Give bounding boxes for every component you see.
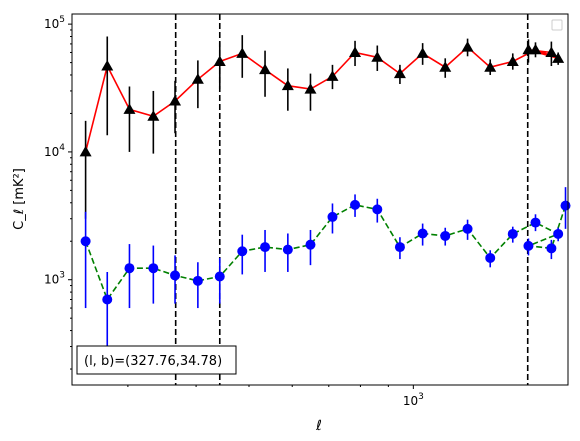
series-0-marker-16 <box>439 61 452 72</box>
coordinate-annotation: (l, b)=(327.76,34.78) <box>84 354 222 369</box>
axes-frame <box>71 13 569 386</box>
series-0-marker-21 <box>552 52 565 63</box>
series-1-marker-24 <box>560 200 571 211</box>
series-0-marker-17 <box>461 41 474 52</box>
series-1-marker-12 <box>350 199 361 210</box>
series-1-marker-22 <box>523 240 534 251</box>
series-1-marker-21 <box>553 228 564 239</box>
series-1-marker-11 <box>327 211 338 222</box>
series-0-marker-22 <box>522 43 535 55</box>
series-1-marker-0 <box>80 236 91 247</box>
series-1-marker-2 <box>124 263 135 274</box>
series-1-marker-20 <box>530 217 541 228</box>
y-axis-label: C_ℓ [mK²] <box>12 168 27 230</box>
series-1-marker-8 <box>260 242 271 253</box>
series-1-marker-14 <box>394 242 405 253</box>
y-tick-label-10000: 104 <box>44 143 65 159</box>
series-0-marker-9 <box>281 79 294 91</box>
series-1-marker-3 <box>148 263 159 274</box>
series-0-marker-23 <box>545 46 558 57</box>
x-axis-label: ℓ <box>315 418 322 434</box>
series-0-marker-19 <box>506 55 519 66</box>
series-1-marker-1 <box>102 294 113 305</box>
tick-labels: 103 104 105 103 <box>44 15 424 408</box>
series-0-marker-11 <box>326 70 339 81</box>
series-0-marker-1 <box>101 60 114 71</box>
axis-ticks <box>68 23 414 389</box>
series-0-marker-13 <box>371 51 384 62</box>
series-0-marker-12 <box>349 46 362 57</box>
series-0-marker-8 <box>259 63 272 75</box>
series-1-marker-7 <box>237 246 248 257</box>
series-0-marker-4 <box>169 95 182 106</box>
series-0-marker-14 <box>393 67 406 79</box>
series-0-marker-3 <box>147 110 160 121</box>
series-0-marker-18 <box>484 61 497 72</box>
series-0-marker-10 <box>304 83 317 94</box>
series-1-marker-5 <box>192 275 203 286</box>
series-1-marker-17 <box>462 223 473 234</box>
plot-area <box>79 14 571 385</box>
series-0-marker-7 <box>236 47 249 58</box>
y-tick-label-100000: 105 <box>44 15 65 31</box>
series-0-marker-5 <box>191 73 204 84</box>
series-1-marker-10 <box>305 239 316 250</box>
annotation-box <box>76 345 237 375</box>
series-1-marker-18 <box>485 252 496 263</box>
series-1-marker-19 <box>507 228 518 239</box>
series-0-marker-2 <box>123 103 136 114</box>
x-tick-label-1000: 103 <box>403 392 424 408</box>
legend-box <box>551 19 563 31</box>
series-1-marker-15 <box>417 228 428 239</box>
series-0-marker-6 <box>213 55 226 66</box>
series-0-marker-15 <box>416 47 429 58</box>
series-1-marker-23 <box>546 243 557 254</box>
series-1-marker-4 <box>170 270 181 281</box>
series-1-marker-9 <box>282 244 293 255</box>
series-1-marker-6 <box>214 271 225 282</box>
series-1-marker-16 <box>440 230 451 241</box>
y-tick-label-1000: 103 <box>44 271 65 287</box>
series-0-marker-0 <box>79 145 92 157</box>
series-1-marker-13 <box>372 204 383 215</box>
